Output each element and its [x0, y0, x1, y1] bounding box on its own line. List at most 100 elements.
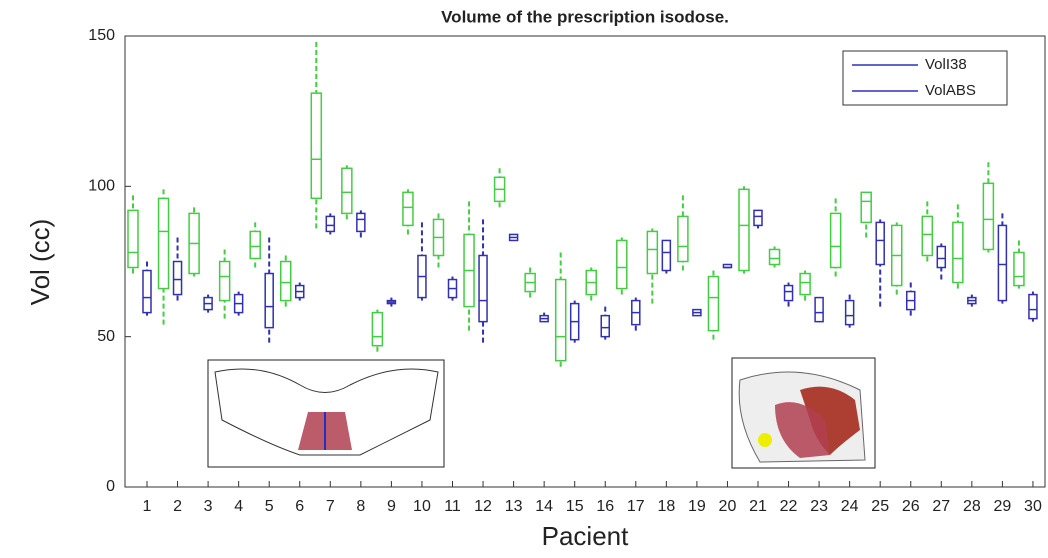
box [967, 294, 977, 307]
box [447, 276, 458, 301]
box [371, 309, 384, 352]
box [768, 246, 781, 268]
box [799, 270, 811, 301]
box [233, 291, 244, 316]
legend: VolI38 VolABS [842, 50, 1008, 106]
box [905, 282, 916, 316]
box [356, 210, 366, 238]
box [997, 213, 1008, 304]
box [432, 213, 445, 268]
box [203, 294, 213, 313]
box [600, 306, 610, 340]
box [982, 162, 995, 253]
box-body [172, 260, 183, 296]
y-tick-label: 0 [106, 478, 115, 495]
box-body [982, 182, 995, 251]
box [188, 207, 200, 277]
box [157, 189, 170, 325]
box-body [218, 260, 231, 302]
box [554, 252, 567, 367]
box-body [478, 254, 488, 323]
rectum-region [800, 386, 860, 455]
box-body [677, 215, 689, 263]
box [218, 249, 231, 319]
box [921, 201, 934, 262]
box [463, 201, 475, 331]
box-body [646, 230, 659, 275]
box [814, 296, 824, 323]
box [646, 228, 659, 304]
box-body [402, 191, 414, 227]
x-tick-label: 20 [719, 498, 737, 515]
box [417, 222, 427, 301]
box [478, 219, 488, 343]
y-tick-label: 150 [88, 27, 115, 44]
box [279, 255, 292, 307]
box [539, 312, 549, 323]
box-body [738, 188, 750, 272]
box [325, 213, 336, 235]
x-tick-label: 9 [387, 498, 396, 515]
x-tick-label: 12 [474, 498, 492, 515]
box [1028, 291, 1038, 322]
box-body [707, 275, 720, 332]
box-body [814, 296, 824, 323]
plot-frame [124, 35, 1046, 488]
x-tick-label: 29 [993, 498, 1011, 515]
box [524, 267, 536, 298]
legend-label: VolABS [925, 82, 976, 99]
box [508, 233, 519, 242]
inset-pelvis-front [207, 359, 445, 468]
x-tick-label: 19 [688, 498, 706, 515]
box [264, 237, 274, 343]
box-body [844, 299, 855, 326]
box-body [157, 197, 170, 290]
box [631, 297, 641, 331]
box-body [952, 221, 964, 284]
x-tick-label: 5 [265, 498, 274, 515]
box-body [325, 215, 336, 233]
box [722, 263, 733, 269]
box-body [600, 314, 610, 338]
box [707, 270, 720, 340]
box-body [768, 248, 781, 266]
y-tick-label: 100 [88, 178, 115, 195]
x-tick-label: 17 [627, 498, 645, 515]
box [860, 191, 872, 238]
legend-label: VolI38 [925, 56, 967, 73]
box [127, 195, 139, 274]
target-region [775, 402, 830, 458]
x-tick-label: 10 [413, 498, 431, 515]
marker [758, 433, 772, 447]
box-body [1028, 293, 1038, 320]
x-tick-label: 1 [143, 498, 152, 515]
x-tick-label: 18 [657, 498, 675, 515]
box-body [1013, 251, 1025, 287]
box-body [249, 230, 261, 260]
box-body [783, 284, 794, 302]
pelvis-outline [214, 368, 439, 456]
box [616, 237, 628, 295]
x-tick-label: 8 [356, 498, 365, 515]
box [952, 204, 964, 289]
box [661, 239, 672, 274]
x-tick-label: 3 [204, 498, 213, 515]
box [753, 209, 763, 229]
box [310, 42, 323, 229]
box [341, 165, 353, 220]
box-body [554, 278, 567, 362]
box [569, 300, 580, 343]
inset-pelvis-side [731, 357, 876, 469]
box [249, 222, 261, 268]
x-tick-label: 28 [963, 498, 981, 515]
x-tick-label: 21 [749, 498, 767, 515]
x-tick-label: 4 [234, 498, 243, 515]
x-tick-label: 14 [535, 498, 553, 515]
box-body [997, 224, 1008, 302]
x-tick-label: 6 [295, 498, 304, 515]
x-tick-label: 13 [505, 498, 523, 515]
box-body [264, 272, 274, 329]
box [829, 198, 842, 277]
box [585, 267, 597, 301]
box [738, 186, 750, 274]
